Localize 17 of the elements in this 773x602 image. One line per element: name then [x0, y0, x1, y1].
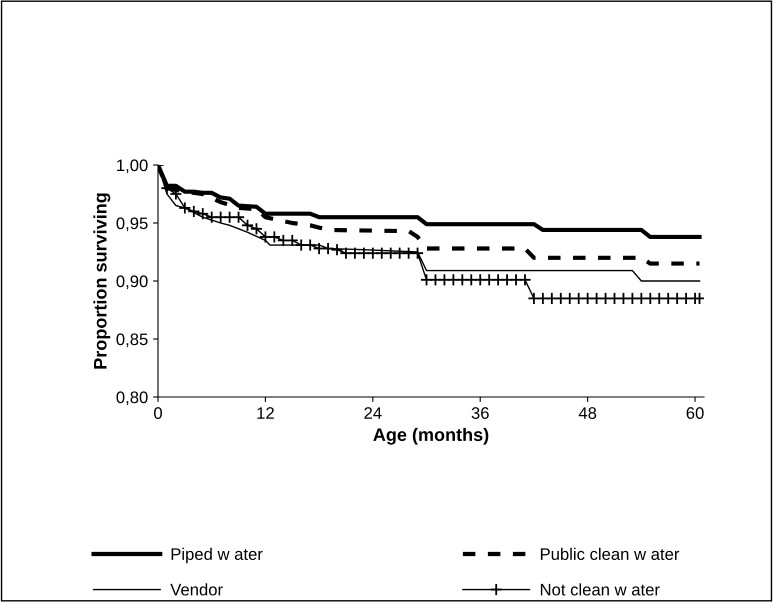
x-tick-label: 60 — [686, 407, 704, 419]
y-tick-label: 0,90 — [116, 275, 148, 290]
y-tick-label: 0,85 — [116, 333, 148, 348]
legend-label: Public clean w ater — [540, 548, 680, 560]
x-tick-label: 12 — [257, 407, 274, 419]
legend-label: Not clean w ater — [540, 583, 660, 596]
x-tick-label: 0 — [154, 407, 162, 419]
legend-label: Vendor — [170, 583, 223, 596]
x-tick-label: 24 — [364, 407, 382, 419]
y-tick-label: 0,80 — [116, 391, 148, 406]
x-axis-title: Age (months) — [373, 428, 488, 445]
y-axis-title: Proportion surviving — [93, 193, 110, 369]
x-tick-label: 48 — [578, 407, 596, 419]
x-tick-label: 36 — [472, 407, 489, 419]
y-tick-label: 1,00 — [117, 159, 148, 174]
y-tick-label: 0,95 — [116, 217, 148, 232]
legend-label: Piped w ater — [172, 548, 263, 564]
